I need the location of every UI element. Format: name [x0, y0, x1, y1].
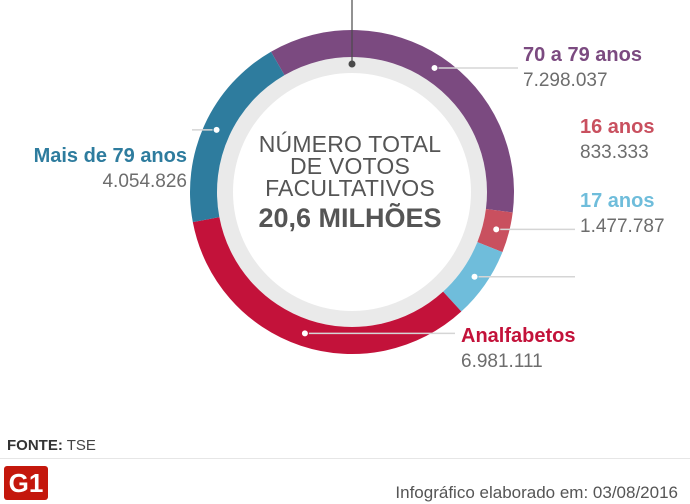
leader-dot-1 — [493, 226, 500, 233]
slice-value-16: 833.333 — [580, 142, 649, 163]
leader-dot-0 — [431, 64, 438, 71]
slice-value-analfabetos: 6.981.111 — [461, 351, 543, 372]
leader-dot-3 — [301, 330, 308, 337]
donut-slice-0 — [271, 30, 514, 213]
center-title-line-2: DE VOTOS — [289, 153, 411, 179]
label-mais-79: Mais de 79 anos 4.054.826 — [34, 146, 187, 191]
center-title-line-1: NÚMERO TOTAL — [258, 131, 442, 157]
label-17: 17 anos 1.477.787 — [580, 191, 665, 236]
footer-divider — [0, 458, 690, 459]
leader-dot-2 — [471, 273, 478, 280]
donut-slice-4 — [190, 51, 285, 223]
center-summary: NÚMERO TOTAL DE VOTOS FACULTATIVOS 20,6 … — [230, 133, 470, 234]
slice-name-70-79: 70 a 79 anos — [523, 44, 642, 66]
top-marker-dot — [348, 60, 356, 68]
slice-value-17: 1.477.787 — [580, 216, 665, 237]
slice-value-mais-79: 4.054.826 — [102, 171, 187, 192]
center-title-line-3: FACULTATIVOS — [265, 175, 435, 201]
label-analfabetos: Analfabetos 6.981.111 — [461, 326, 575, 371]
slice-name-17: 17 anos — [580, 190, 655, 212]
source-value: TSE — [66, 437, 96, 454]
g1-logo: G1 — [4, 466, 48, 500]
center-total: 20,6 MILHÕES — [258, 203, 442, 233]
slice-name-mais-79: Mais de 79 anos — [33, 145, 187, 167]
source-label: FONTE: — [7, 437, 63, 454]
label-16: 16 anos 833.333 — [580, 117, 654, 162]
donut-slice-3 — [192, 217, 462, 354]
slice-value-70-79: 7.298.037 — [523, 70, 608, 91]
credit-line: Infográfico elaborado em: 03/08/2016 — [395, 483, 678, 502]
slice-name-16: 16 anos — [580, 116, 655, 138]
leader-dot-4 — [213, 126, 220, 133]
source-note: FONTE: TSE — [7, 437, 96, 454]
label-70-79: 70 a 79 anos 7.298.037 — [523, 45, 642, 90]
slice-name-analfabetos: Analfabetos — [461, 325, 576, 347]
